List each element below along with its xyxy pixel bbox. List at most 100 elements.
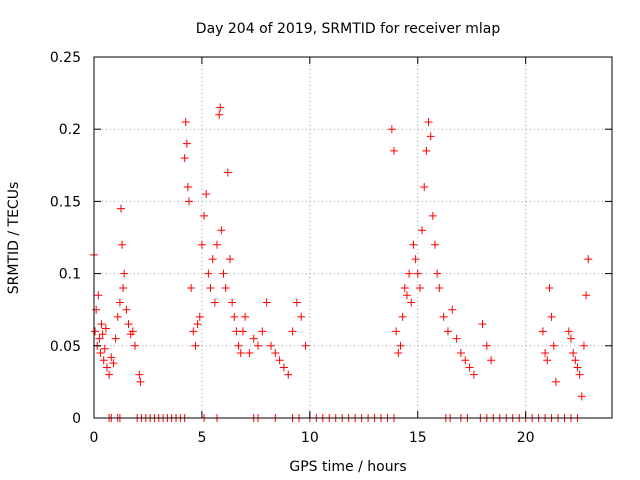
data-point xyxy=(569,349,578,358)
data-point xyxy=(131,341,140,350)
data-point xyxy=(288,327,297,336)
data-point xyxy=(582,291,591,300)
data-point xyxy=(95,334,104,343)
data-point xyxy=(392,327,401,336)
data-point xyxy=(97,320,106,329)
data-point xyxy=(297,312,306,321)
data-point xyxy=(187,284,196,293)
data-point xyxy=(191,341,200,350)
data-point xyxy=(107,353,116,362)
data-point xyxy=(197,240,206,249)
data-point xyxy=(284,370,293,379)
data-point xyxy=(122,305,131,314)
data-point xyxy=(571,356,580,365)
data-point xyxy=(551,377,560,386)
data-point xyxy=(456,349,465,358)
data-point xyxy=(91,327,100,336)
data-point xyxy=(545,284,554,293)
data-point xyxy=(105,370,114,379)
data-point xyxy=(566,334,575,343)
data-point xyxy=(415,284,424,293)
data-point xyxy=(469,370,478,379)
data-point xyxy=(433,269,442,278)
data-point xyxy=(418,226,427,235)
data-point xyxy=(116,204,125,213)
data-point xyxy=(236,349,245,358)
y-tick-label: 0.15 xyxy=(50,194,81,210)
data-point xyxy=(390,146,399,155)
data-point xyxy=(94,291,103,300)
data-point xyxy=(193,320,202,329)
x-tick-label: 0 xyxy=(90,430,99,446)
data-point xyxy=(439,312,448,321)
data-point xyxy=(182,139,191,148)
data-point xyxy=(102,363,111,372)
data-point xyxy=(478,320,487,329)
data-point xyxy=(128,327,137,336)
data-point xyxy=(575,370,584,379)
data-point xyxy=(584,255,593,264)
data-point xyxy=(184,197,193,206)
y-tick-label: 0.1 xyxy=(59,267,81,283)
data-point xyxy=(96,349,105,358)
y-ticks: 0 0.05 0.1 0.15 0.2 0.25 xyxy=(50,50,612,427)
x-tick-label: 10 xyxy=(301,430,319,446)
data-point xyxy=(115,298,124,307)
data-point xyxy=(547,312,556,321)
data-point xyxy=(208,255,217,264)
data-point xyxy=(262,298,271,307)
data-point xyxy=(413,269,422,278)
data-point xyxy=(113,312,122,321)
data-point xyxy=(92,305,101,314)
data-point xyxy=(195,312,204,321)
data-point xyxy=(292,298,301,307)
data-point xyxy=(541,349,550,358)
data-point xyxy=(266,341,275,350)
data-point xyxy=(200,211,209,220)
data-point xyxy=(398,312,407,321)
data-point xyxy=(301,341,310,350)
data-point xyxy=(420,182,429,191)
data-point xyxy=(461,356,470,365)
data-point xyxy=(275,356,284,365)
y-tick-label: 0 xyxy=(72,411,81,427)
data-point xyxy=(387,125,396,134)
data-point xyxy=(124,320,133,329)
data-point xyxy=(443,327,452,336)
y-tick-label: 0.25 xyxy=(50,50,81,66)
data-point xyxy=(409,240,418,249)
data-point xyxy=(100,344,109,353)
data-point xyxy=(225,255,234,264)
data-point xyxy=(405,269,414,278)
data-point xyxy=(181,117,190,126)
data-point xyxy=(213,240,222,249)
data-point xyxy=(428,211,437,220)
x-axis-label: GPS time / hours xyxy=(289,459,406,475)
data-point xyxy=(577,392,586,401)
y-axis-label: SRMTID / TECUs xyxy=(6,182,22,295)
data-point xyxy=(245,349,254,358)
data-point xyxy=(120,269,129,278)
data-point xyxy=(249,334,258,343)
data-point xyxy=(396,341,405,350)
data-point xyxy=(482,341,491,350)
data-point xyxy=(564,327,573,336)
data-point xyxy=(400,284,409,293)
data-point xyxy=(431,240,440,249)
data-point xyxy=(435,284,444,293)
data-point xyxy=(219,269,228,278)
data-point xyxy=(183,182,192,191)
data-point xyxy=(206,284,215,293)
x-ticks: 0 5 10 15 20 xyxy=(90,57,535,446)
plot-frame xyxy=(93,56,613,419)
data-point xyxy=(573,363,582,372)
grid-lines xyxy=(94,57,612,418)
data-point xyxy=(202,190,211,199)
data-point xyxy=(422,146,431,155)
data-point xyxy=(136,377,145,386)
data-point xyxy=(234,341,243,350)
data-point xyxy=(216,103,225,112)
data-point xyxy=(180,154,189,163)
